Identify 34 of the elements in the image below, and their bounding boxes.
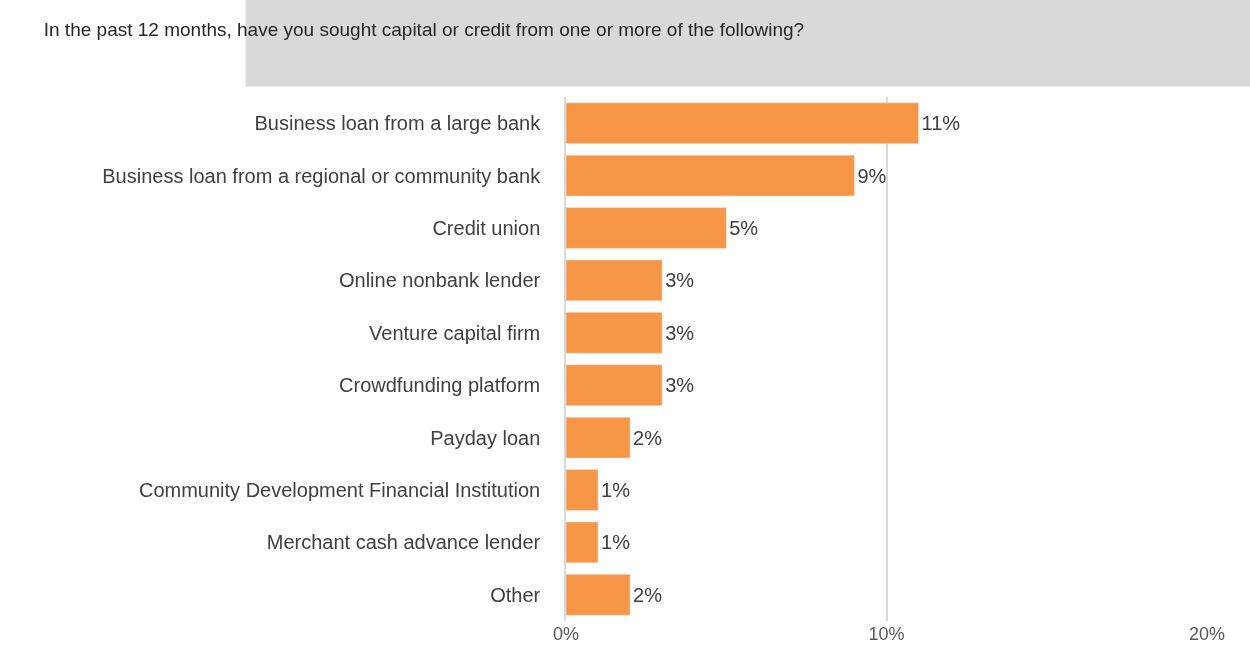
- x-tick-label: 10%: [868, 624, 905, 644]
- data-label: 11%: [921, 112, 961, 135]
- bar: [566, 259, 663, 302]
- bar: [566, 364, 663, 406]
- x-tick-label: 0%: [552, 624, 580, 644]
- data-label: 3%: [665, 374, 695, 397]
- chart-title: In the past 12 months, have you sought capital or credit from one or more of the following?: [43, 19, 805, 41]
- y-tick-label: Online nonbank lender: [338, 269, 541, 292]
- data-label: 2%: [633, 583, 663, 606]
- y-tick-label: Merchant cash advance lender: [266, 531, 541, 554]
- y-tick-label: Community Development Financial Institution: [138, 479, 541, 501]
- bar: [566, 469, 599, 511]
- data-label: 2%: [633, 426, 663, 449]
- data-label: 1%: [601, 479, 631, 501]
- bar: [566, 312, 663, 354]
- y-tick-label: Crowdfunding platform: [339, 374, 541, 397]
- data-label: 3%: [665, 269, 695, 292]
- y-tick-label: Payday loan: [430, 426, 541, 449]
- data-label: 3%: [665, 321, 695, 344]
- data-label: 9%: [857, 164, 887, 187]
- x-tick-label: 20%: [1188, 624, 1226, 644]
- bar: [566, 154, 855, 197]
- bar: [566, 102, 919, 144]
- bar: [566, 574, 631, 616]
- data-label: 1%: [601, 531, 631, 554]
- y-tick-label: Venture capital firm: [369, 321, 541, 344]
- data-label: 5%: [729, 217, 759, 239]
- y-tick-label: Credit union: [432, 217, 541, 239]
- bar: [566, 416, 631, 459]
- y-tick-label: Business loan from a regional or community bank: [102, 164, 542, 187]
- y-tick-label: Other: [490, 583, 541, 606]
- bar: [566, 521, 599, 564]
- y-tick-label: Business loan from a large bank: [254, 112, 542, 135]
- bar: [566, 207, 727, 249]
